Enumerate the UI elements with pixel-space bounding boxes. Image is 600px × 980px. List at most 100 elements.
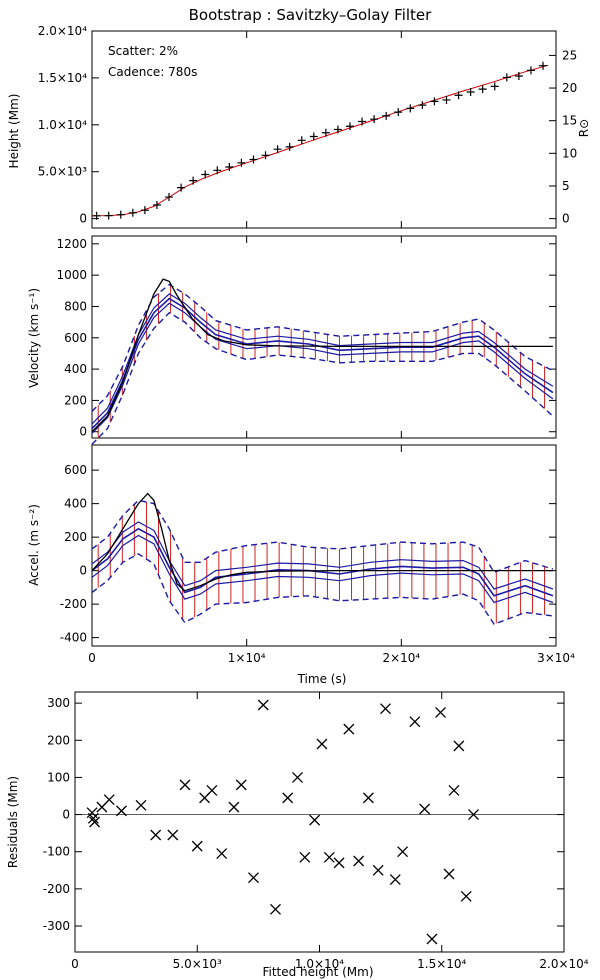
residual-point <box>150 829 162 841</box>
height-data-point <box>394 108 403 117</box>
acceleration-xlabel: Time (s) <box>297 672 347 686</box>
velocity-panel: Velocity (km s⁻¹) 0 200 400 600 800 1000 1200 <box>27 235 557 445</box>
residual-point <box>426 933 438 945</box>
residual-point <box>191 840 203 852</box>
residual-point <box>389 874 401 886</box>
height-data-point <box>152 201 161 210</box>
residuals-ylabel: Residuals (Mm) <box>6 776 20 868</box>
acceleration-axes-frame <box>91 444 557 647</box>
residuals-ytick-label: 0 <box>62 808 70 822</box>
residual-point <box>316 738 328 750</box>
height-data-point <box>333 125 342 134</box>
residual-point <box>419 803 431 815</box>
residual-point <box>235 779 247 791</box>
residual-point <box>353 855 365 867</box>
height-data-point <box>418 101 427 110</box>
height-data-point <box>321 128 330 137</box>
residual-point <box>468 809 479 821</box>
acceleration-panel: Accel. (m s⁻²) Time (s) -400 -200 0 200 400 6… <box>27 444 575 686</box>
residual-point <box>282 792 294 804</box>
height-annotation-scatter: Scatter: 2% <box>108 44 178 58</box>
height-data-point <box>442 95 451 104</box>
residual-point <box>409 716 421 728</box>
acceleration-ytick-label: 200 <box>64 530 87 544</box>
residual-point <box>228 801 240 813</box>
height-data-point <box>225 163 234 172</box>
height-data-point <box>309 132 318 141</box>
height-data-point <box>165 193 174 202</box>
height-data-point <box>104 211 113 220</box>
residual-point <box>103 794 115 806</box>
acceleration-xtick-label: 1×10⁴ <box>228 651 266 665</box>
height-data-point <box>406 104 415 113</box>
height-ytick-label: 2.0×10⁴ <box>38 24 87 38</box>
acceleration-inner-lower-line <box>91 534 554 604</box>
height-data-point <box>345 122 354 131</box>
residual-point <box>343 723 355 735</box>
residual-point <box>453 740 465 752</box>
velocity-outer-lower-line <box>91 311 554 445</box>
height-ylabel: Height (Mm) <box>7 94 21 169</box>
height-data-point <box>249 155 258 164</box>
height-data-point <box>128 208 137 217</box>
velocity-outer-upper-line <box>91 283 554 412</box>
height-data-point <box>177 183 186 192</box>
velocity-axes-frame <box>91 235 557 439</box>
height-ytick-label: 1.0×10⁴ <box>38 118 87 132</box>
residual-point <box>206 784 218 796</box>
residuals-xtick-label: 1.5×10⁴ <box>417 957 466 971</box>
residual-point <box>89 816 101 828</box>
acceleration-xtick-label: 2×10⁴ <box>382 651 420 665</box>
height-data-point <box>237 158 246 167</box>
height-y2tick-label: 20 <box>562 81 577 95</box>
velocity-mean-line <box>91 297 554 430</box>
acceleration-ytick-label: -200 <box>60 597 87 611</box>
residual-point <box>87 812 99 824</box>
height-data-point <box>466 87 475 96</box>
residual-point <box>435 706 446 718</box>
height-data-point <box>502 73 511 82</box>
height-data-point <box>261 151 270 160</box>
velocity-ytick-label: 400 <box>64 362 87 376</box>
residual-point <box>292 771 303 783</box>
residual-point <box>216 848 228 860</box>
residual-point <box>443 868 455 880</box>
residuals-ytick-label: -300 <box>43 919 70 933</box>
acceleration-outer-lower-line <box>91 553 553 626</box>
velocity-ylabel: Velocity (km s⁻¹) <box>27 288 41 388</box>
residuals-xtick-label: 1.0×10⁴ <box>295 957 344 971</box>
height-data-point <box>514 72 523 81</box>
height-data-point <box>213 166 222 175</box>
residual-point <box>323 851 335 863</box>
residuals-ytick-label: -200 <box>43 882 70 896</box>
height-ytick-label: 5.0×10³ <box>38 165 87 179</box>
height-data-point <box>370 115 379 124</box>
residual-point <box>372 864 384 876</box>
residual-point <box>135 799 147 811</box>
residuals-ytick-label: 100 <box>47 770 70 784</box>
residuals-ytick-label: 200 <box>47 733 70 747</box>
velocity-inner-upper-line <box>91 293 554 425</box>
height-data-point <box>189 176 198 185</box>
acceleration-ylabel: Accel. (m s⁻²) <box>27 504 41 586</box>
residuals-axes-frame <box>74 691 565 953</box>
residual-point <box>257 699 269 711</box>
height-y2label: R⊙ <box>577 119 591 137</box>
height-data-point <box>297 136 306 145</box>
height-panel: Scatter: 2% Cadence: 780s Height (Mm) R⊙… <box>7 24 591 229</box>
residuals-panel: Residuals (Mm) Fitted height (Mm) -300 -2… <box>6 691 589 979</box>
residual-point <box>248 872 259 884</box>
velocity-ytick-label: 800 <box>64 299 87 313</box>
acceleration-xtick-label: 3×10⁴ <box>537 651 575 665</box>
velocity-ytick-label: 200 <box>64 393 87 407</box>
velocity-ytick-label: 0 <box>79 425 87 439</box>
height-axes-frame <box>91 30 557 229</box>
residuals-xlabel: Fitted height (Mm) <box>262 965 373 979</box>
residual-point <box>448 784 460 796</box>
acceleration-ytick-label: 0 <box>79 564 87 578</box>
acceleration-ytick-label: 600 <box>64 463 87 477</box>
residual-point <box>270 903 281 915</box>
residuals-ytick-label: 300 <box>47 696 70 710</box>
height-data-point <box>382 111 391 120</box>
